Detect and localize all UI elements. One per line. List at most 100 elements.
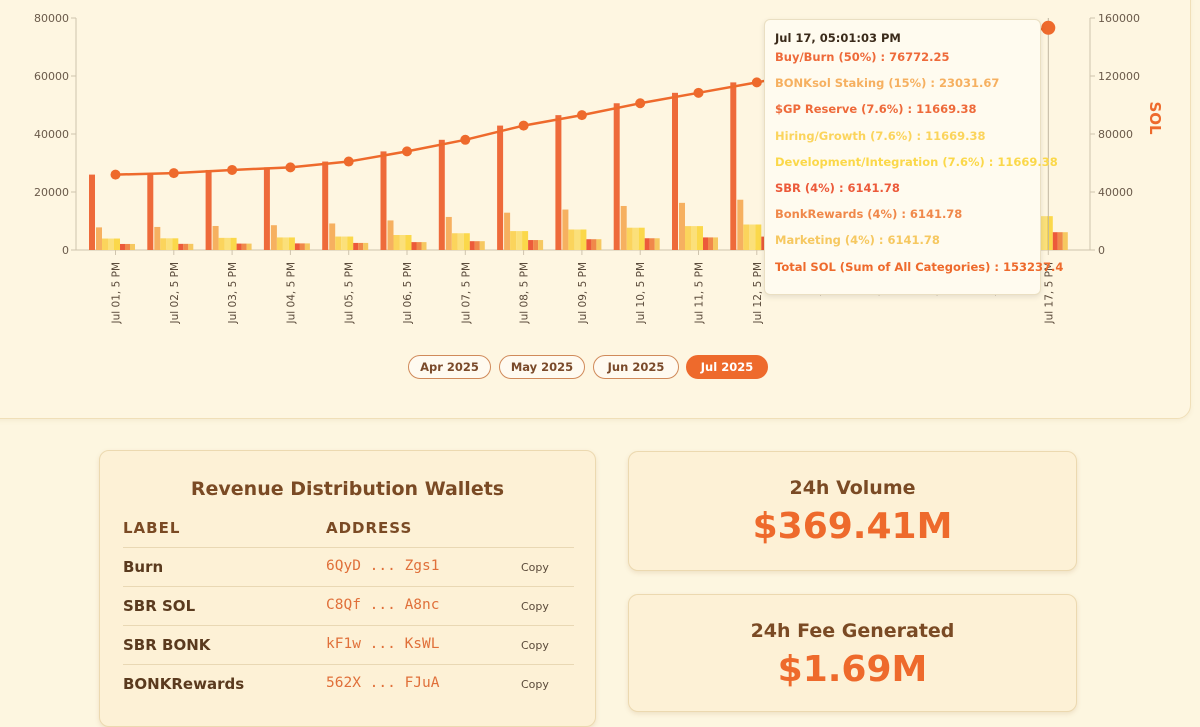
address-column-header: ADDRESS bbox=[326, 519, 413, 537]
bar bbox=[580, 229, 587, 250]
bar bbox=[445, 216, 452, 250]
bar bbox=[282, 237, 289, 250]
bar bbox=[387, 220, 394, 250]
y-tick-label-right: 120000 bbox=[1098, 70, 1140, 83]
y-tick-label-left: 0 bbox=[62, 244, 69, 257]
bar bbox=[188, 243, 194, 250]
bar bbox=[697, 226, 703, 250]
x-tick-label: Jul 05, 5 PM bbox=[344, 262, 356, 324]
bar bbox=[416, 242, 422, 250]
bar bbox=[685, 226, 691, 250]
line-point bbox=[635, 98, 646, 109]
bar bbox=[405, 235, 412, 250]
bar bbox=[125, 243, 130, 250]
wallet-address[interactable]: 6QyD ... Zgs1 bbox=[326, 558, 440, 574]
month-button-jun-2025[interactable]: Jun 2025 bbox=[593, 355, 679, 379]
line-point bbox=[518, 120, 529, 131]
bar bbox=[451, 233, 458, 250]
copy-button[interactable]: Copy bbox=[521, 639, 549, 652]
wallet-label: SBR BONK bbox=[123, 636, 211, 654]
bar bbox=[380, 151, 387, 250]
bar bbox=[120, 243, 125, 250]
bar bbox=[172, 238, 179, 250]
bar bbox=[708, 237, 713, 250]
bar bbox=[568, 229, 575, 250]
bar bbox=[212, 225, 219, 250]
tooltip-row: $GP Reserve (7.6%) : 11669.38 bbox=[775, 102, 977, 117]
line-point bbox=[343, 156, 354, 167]
bar bbox=[474, 241, 480, 250]
copy-button[interactable]: Copy bbox=[521, 678, 549, 691]
month-button-apr-2025[interactable]: Apr 2025 bbox=[408, 355, 491, 379]
y-tick-label-left: 80000 bbox=[34, 12, 69, 25]
x-tick-label: Jul 11, 5 PM bbox=[694, 262, 706, 324]
bar bbox=[555, 115, 562, 251]
y-tick-label-left: 40000 bbox=[34, 128, 69, 141]
line-point bbox=[751, 77, 762, 88]
bar bbox=[1057, 232, 1063, 250]
x-tick-label: Jul 09, 5 PM bbox=[577, 262, 589, 324]
bar bbox=[504, 212, 511, 250]
bar bbox=[263, 167, 270, 250]
bar bbox=[236, 243, 242, 250]
chart-tooltip: Jul 17, 05:01:03 PM Buy/Burn (50%) : 767… bbox=[764, 19, 1063, 295]
bar bbox=[218, 237, 225, 250]
tooltip-row: BONKsol Staking (15%) : 23031.67 bbox=[775, 76, 1000, 91]
bar bbox=[241, 243, 247, 250]
bar bbox=[224, 237, 231, 250]
bar bbox=[749, 224, 756, 250]
label-column-header: LABEL bbox=[123, 519, 181, 537]
bar bbox=[463, 233, 470, 250]
fees-card: 24h Fee Generated $1.69M bbox=[628, 594, 1077, 712]
bar bbox=[160, 238, 167, 250]
x-tick-label: Jul 08, 5 PM bbox=[519, 262, 531, 324]
bar bbox=[358, 242, 364, 250]
bar bbox=[1046, 216, 1053, 250]
wallet-address[interactable]: C8Qf ... A8nc bbox=[326, 597, 440, 613]
copy-button[interactable]: Copy bbox=[521, 600, 549, 613]
line-point bbox=[576, 110, 587, 121]
bar bbox=[703, 237, 708, 250]
line-point bbox=[460, 134, 471, 145]
bar bbox=[638, 227, 645, 250]
bar bbox=[596, 239, 602, 250]
bar bbox=[761, 236, 767, 250]
month-button-may-2025[interactable]: May 2025 bbox=[499, 355, 585, 379]
wallet-row-bonkrewards: BONKRewards 562X ... FJuA Copy bbox=[123, 664, 574, 704]
bar bbox=[347, 236, 354, 250]
bar bbox=[421, 242, 427, 250]
copy-button[interactable]: Copy bbox=[521, 561, 549, 574]
wallet-address[interactable]: 562X ... FJuA bbox=[326, 675, 440, 691]
bar bbox=[730, 82, 737, 250]
wallet-row-sbr-sol: SBR SOL C8Qf ... A8nc Copy bbox=[123, 586, 574, 626]
volume-value: $369.41M bbox=[752, 506, 953, 547]
bar bbox=[335, 236, 342, 250]
wallet-address[interactable]: kF1w ... KsWL bbox=[326, 636, 440, 652]
tooltip-row: Buy/Burn (50%) : 76772.25 bbox=[775, 50, 950, 64]
bar bbox=[166, 238, 173, 250]
bar bbox=[114, 238, 120, 250]
x-tick-label: Jul 06, 5 PM bbox=[402, 262, 414, 324]
bar bbox=[533, 240, 539, 250]
line-point bbox=[285, 162, 296, 173]
bar bbox=[288, 237, 295, 250]
bar bbox=[341, 236, 348, 250]
bar bbox=[329, 223, 336, 250]
line-point bbox=[168, 168, 179, 179]
bar bbox=[654, 238, 660, 250]
bar bbox=[528, 240, 534, 250]
wallet-row-burn: Burn 6QyD ... Zgs1 Copy bbox=[123, 547, 574, 587]
x-tick-label: Jul 03, 5 PM bbox=[227, 262, 239, 324]
tooltip-row: Hiring/Growth (7.6%) : 11669.38 bbox=[775, 128, 986, 143]
bar bbox=[294, 243, 300, 250]
y-axis-label-right: SOL bbox=[1146, 101, 1164, 135]
bar bbox=[102, 238, 108, 250]
bar bbox=[649, 238, 655, 250]
fees-title: 24h Fee Generated bbox=[750, 620, 955, 642]
wallet-row-sbr-bonk: SBR BONK kF1w ... KsWL Copy bbox=[123, 625, 574, 665]
month-button-jul-2025[interactable]: Jul 2025 bbox=[686, 355, 768, 379]
bar bbox=[399, 235, 406, 250]
bar bbox=[679, 202, 685, 250]
hover-point bbox=[1041, 20, 1056, 35]
bar bbox=[89, 174, 95, 250]
